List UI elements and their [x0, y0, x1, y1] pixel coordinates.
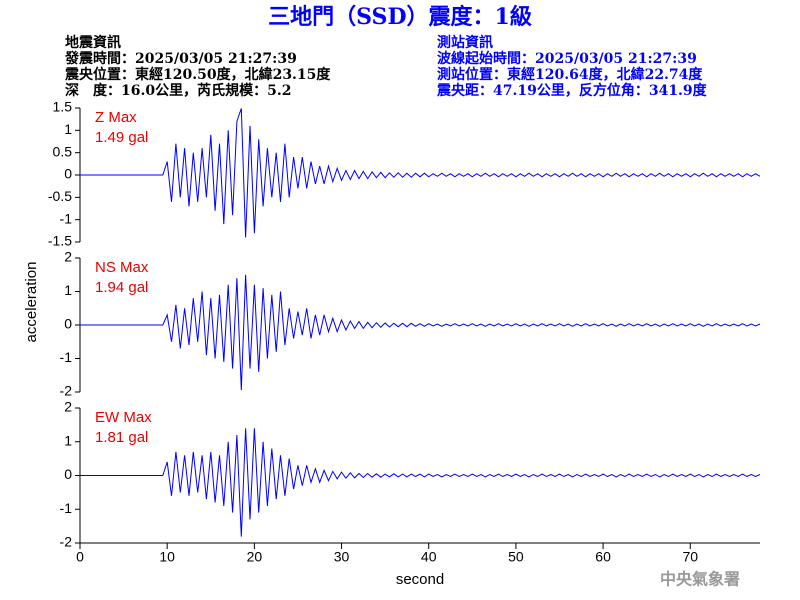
x-tick-label: 50	[508, 549, 524, 565]
y-tick-label: 0	[64, 166, 72, 182]
x-tick-label: 10	[159, 549, 175, 565]
y-tick-label: -2	[60, 534, 73, 550]
info-left: 地震資訊	[65, 34, 121, 51]
channel-max: 1.81 gal	[95, 429, 148, 446]
info-right: 測站資訊	[437, 34, 493, 51]
info-right: 波線起始時間：2025/03/05 21:27:39	[437, 50, 697, 67]
channel-max: 1.94 gal	[95, 279, 148, 296]
y-tick-label: 0.5	[53, 143, 73, 159]
info-right: 測站位置：東經120.64度，北緯22.74度	[437, 66, 703, 83]
y-axis-label: acceleration	[23, 262, 40, 343]
waveform	[80, 428, 761, 537]
footer: 中央氣象署	[660, 570, 740, 589]
y-tick-label: -1	[60, 500, 73, 516]
y-tick-label: -1	[60, 210, 73, 226]
channel-label: Z Max	[95, 109, 137, 126]
waveform	[80, 108, 761, 238]
y-tick-label: 2	[64, 399, 72, 415]
x-tick-label: 60	[595, 549, 611, 565]
y-tick-label: 1	[64, 121, 72, 137]
info-left: 深 度：16.0公里，芮氏規模：5.2	[65, 82, 291, 99]
waveform	[80, 274, 761, 391]
info-left: 發震時間：2025/03/05 21:27:39	[64, 50, 297, 67]
x-tick-label: 30	[334, 549, 350, 565]
y-tick-label: 0	[64, 316, 72, 332]
title: 三地門（SSD）震度：1級	[268, 4, 532, 30]
y-tick-label: -0.5	[48, 188, 72, 204]
x-axis-label: second	[396, 571, 444, 588]
x-tick-label: 0	[76, 549, 84, 565]
x-tick-label: 40	[421, 549, 437, 565]
x-tick-label: 20	[247, 549, 263, 565]
y-tick-label: -1.5	[48, 233, 72, 249]
info-left: 震央位置：東經120.50度，北緯23.15度	[64, 66, 331, 83]
channel-label: NS Max	[95, 259, 149, 276]
x-tick-label: 70	[682, 549, 698, 565]
y-tick-label: 1	[64, 282, 72, 298]
channel-label: EW Max	[95, 409, 152, 426]
y-tick-label: 1.5	[53, 99, 73, 115]
y-tick-label: 1	[64, 432, 72, 448]
info-right: 震央距：47.19公里，反方位角：341.9度	[436, 82, 708, 99]
channel-max: 1.49 gal	[95, 129, 148, 146]
y-tick-label: -2	[60, 383, 73, 399]
y-tick-label: 0	[64, 466, 72, 482]
y-tick-label: -1	[60, 349, 73, 365]
y-tick-label: 2	[64, 249, 72, 265]
